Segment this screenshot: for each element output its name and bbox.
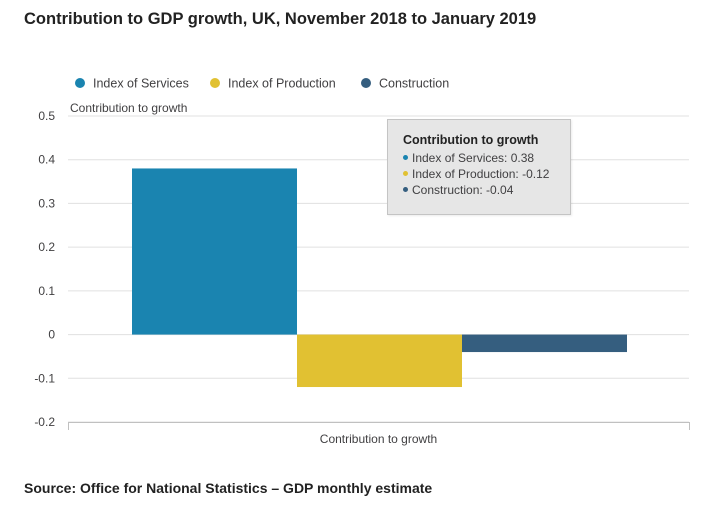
y-tick-label: 0.3 (38, 196, 55, 210)
y-tick-label: 0.1 (38, 284, 55, 298)
y-tick-label: -0.1 (34, 371, 55, 385)
tooltip-row-services: Index of Services: 0.38 (403, 150, 570, 166)
tooltip: Contribution to growth Index of Services… (387, 119, 571, 215)
legend-marker (361, 78, 371, 88)
legend-marker (75, 78, 85, 88)
legend-label[interactable]: Construction (379, 77, 449, 91)
source-note: Source: Office for National Statistics –… (24, 480, 433, 496)
tooltip-dot-services (403, 155, 408, 161)
y-tick-label: 0.5 (38, 109, 55, 123)
y-tick-label: 0 (48, 328, 55, 342)
tooltip-title: Contribution to growth (403, 133, 539, 147)
bar-index-of-production[interactable] (297, 334, 462, 388)
y-tick-label: -0.2 (34, 415, 55, 429)
legend-marker (210, 78, 220, 88)
bars (132, 168, 627, 388)
legend-label[interactable]: Index of Production (228, 77, 336, 91)
y-tick-label: 0.4 (38, 153, 55, 167)
tooltip-text-production: Index of Production: -0.12 (412, 167, 550, 181)
tooltip-row-construction: Construction: -0.04 (403, 182, 570, 198)
chart-title: Contribution to GDP growth, UK, November… (24, 10, 537, 28)
tooltip-dot-production (403, 171, 408, 177)
tooltip-text-construction: Construction: -0.04 (412, 183, 514, 197)
y-axis-ticks: -0.2 -0.1 0 0.1 0.2 0.3 0.4 0.5 (34, 109, 55, 429)
tooltip-text-services: Index of Services: 0.38 (412, 151, 535, 165)
legend: Index of Services Index of Production Cons… (75, 77, 449, 91)
y-tick-label: 0.2 (38, 240, 55, 254)
bar-index-of-services[interactable] (132, 168, 297, 335)
bar-construction[interactable] (462, 334, 627, 353)
tooltip-row-production: Index of Production: -0.12 (403, 166, 570, 182)
tooltip-dot-construction (403, 187, 408, 193)
x-axis: Contribution to growth (68, 422, 690, 446)
x-category-label: Contribution to growth (320, 432, 437, 446)
legend-label[interactable]: Index of Services (93, 77, 189, 91)
y-axis-label: Contribution to growth (70, 101, 187, 115)
